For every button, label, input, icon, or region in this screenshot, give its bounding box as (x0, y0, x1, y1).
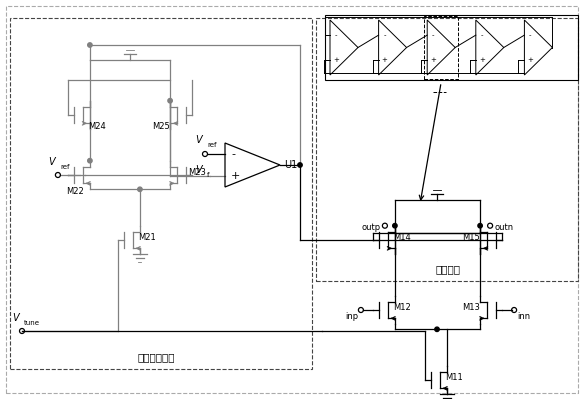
Text: V: V (196, 135, 202, 145)
Text: V: V (48, 157, 55, 167)
Circle shape (88, 43, 92, 47)
Circle shape (138, 187, 142, 192)
Circle shape (298, 163, 302, 167)
Text: M13: M13 (462, 303, 480, 312)
Text: U1: U1 (284, 160, 297, 170)
Text: +: + (231, 171, 241, 181)
Text: V: V (196, 165, 202, 175)
Text: outp: outp (361, 223, 381, 232)
Text: ref: ref (60, 164, 69, 170)
Bar (424, 16, 458, 79)
Text: +: + (430, 57, 436, 63)
Bar (325, 15, 578, 80)
Text: M11: M11 (445, 373, 463, 382)
Text: -: - (231, 149, 235, 159)
Text: -: - (335, 32, 337, 38)
Text: inp: inp (345, 312, 358, 321)
Text: M14: M14 (393, 233, 411, 242)
Text: +: + (333, 57, 339, 63)
Text: M23: M23 (188, 168, 206, 177)
Text: inn: inn (517, 312, 530, 321)
Text: -: - (383, 32, 386, 38)
Circle shape (168, 99, 172, 103)
Text: +: + (382, 57, 388, 63)
Text: outn: outn (494, 223, 513, 232)
Text: M21: M21 (138, 233, 156, 242)
Text: f: f (207, 172, 210, 178)
Text: M22: M22 (66, 187, 84, 196)
Text: ref: ref (207, 142, 217, 148)
Text: -: - (432, 32, 434, 38)
Circle shape (435, 327, 439, 332)
Circle shape (478, 223, 482, 228)
Text: 共模反馈环路: 共模反馈环路 (137, 352, 175, 362)
Text: M25: M25 (152, 122, 170, 130)
Circle shape (392, 223, 397, 228)
Circle shape (88, 158, 92, 163)
Text: V: V (12, 313, 19, 323)
Text: M24: M24 (88, 122, 106, 130)
Text: 延时单元: 延时单元 (436, 264, 461, 274)
Bar (10, 18, 312, 369)
Text: M12: M12 (393, 303, 411, 312)
Text: M15: M15 (463, 233, 480, 242)
Text: -: - (481, 32, 483, 38)
Text: +: + (527, 57, 533, 63)
Text: +: + (479, 57, 485, 63)
Text: -: - (529, 32, 531, 38)
Text: tune: tune (24, 320, 40, 326)
Bar (316, 18, 578, 281)
